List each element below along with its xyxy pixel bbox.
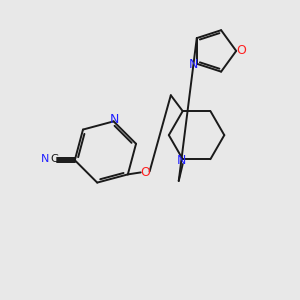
Text: N: N: [189, 58, 199, 71]
Text: N: N: [41, 154, 49, 164]
Text: N: N: [177, 154, 186, 167]
Text: O: O: [141, 166, 151, 179]
Text: C: C: [50, 154, 58, 164]
Text: O: O: [236, 44, 246, 57]
Text: N: N: [110, 113, 119, 126]
